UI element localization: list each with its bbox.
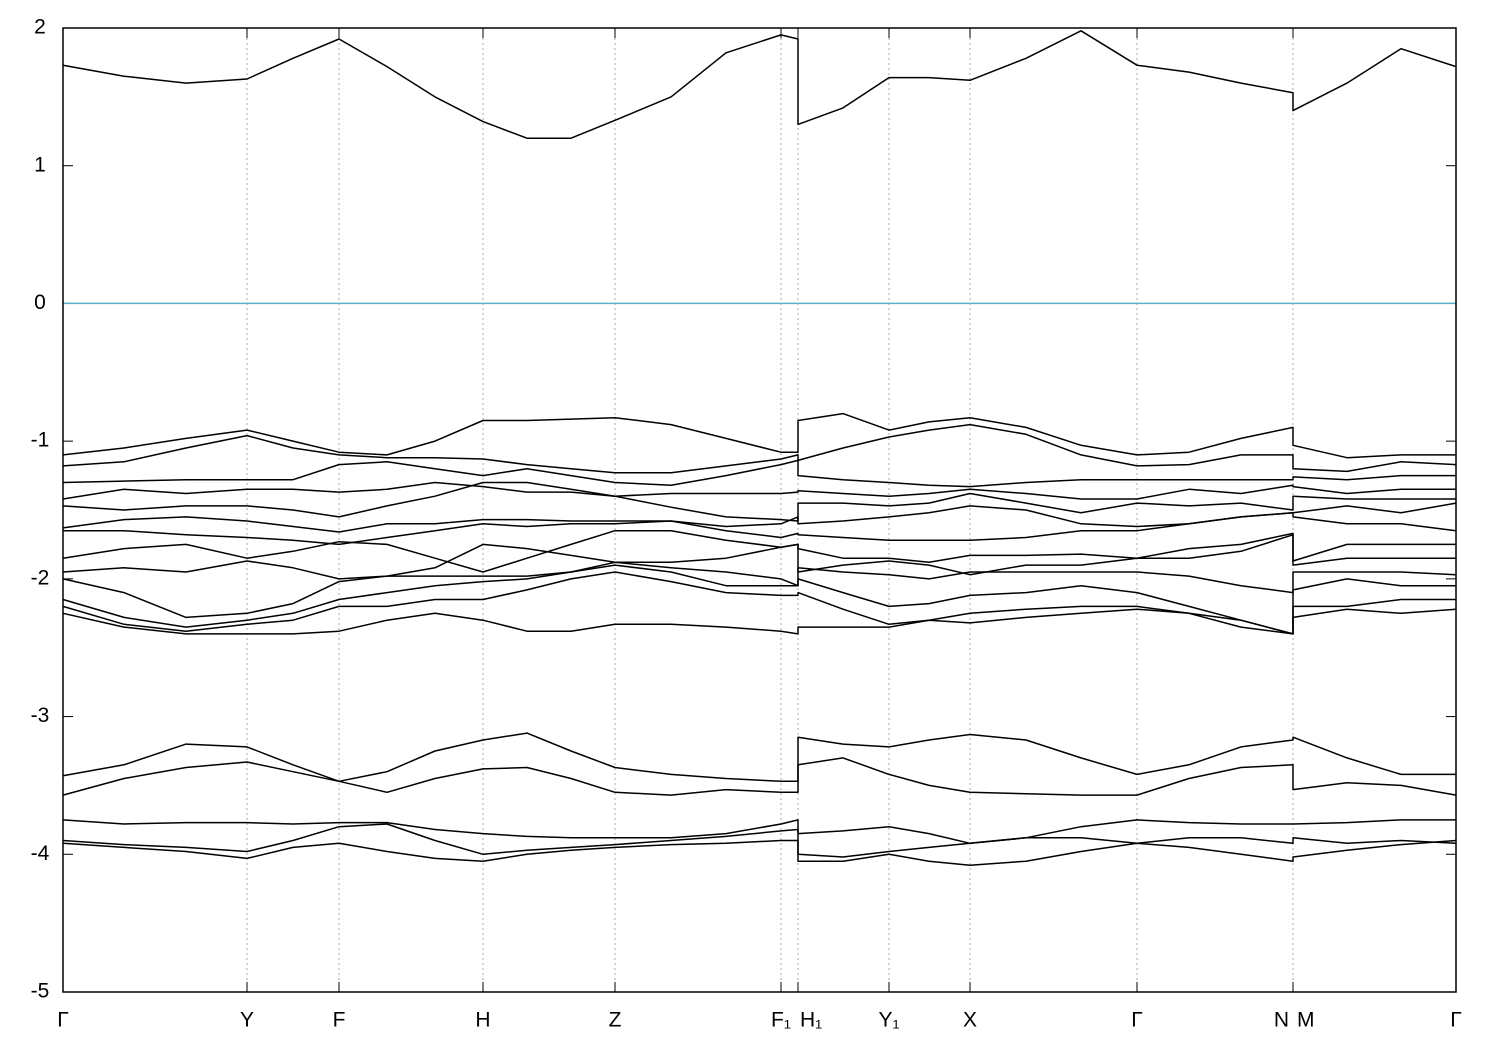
band-line	[62, 823, 1457, 858]
band-line	[62, 459, 1456, 488]
x-tick-label: F	[333, 1009, 346, 1032]
y-tick-label: -1	[31, 429, 50, 452]
band-line	[62, 839, 1457, 867]
x-tick-label: Γ	[1131, 1009, 1143, 1032]
y-tick-label: 1	[34, 153, 46, 176]
x-tick-label: N	[1274, 1009, 1289, 1032]
y-tick-label: -5	[31, 980, 50, 1003]
y-tick-label: 0	[34, 291, 46, 314]
x-tick-label: F₁	[771, 1009, 791, 1032]
y-tick-label: -4	[31, 842, 50, 865]
x-tick-label: H₁	[800, 1009, 822, 1032]
x-tick-label: X	[963, 1009, 977, 1032]
band-line	[63, 512, 1457, 546]
y-tick-label: -2	[31, 566, 50, 589]
x-tick-label: M	[1297, 1009, 1315, 1032]
x-tick-label: Y	[240, 1009, 254, 1032]
band-line	[62, 819, 1456, 845]
band-line	[62, 423, 1457, 474]
x-tick-label: Γ	[57, 1009, 69, 1032]
x-tick-label: Γ	[1450, 1009, 1462, 1032]
band-line	[62, 412, 1456, 459]
x-tick-label: Z	[609, 1009, 622, 1032]
band-line	[62, 571, 1456, 635]
x-tick-label: H	[475, 1009, 490, 1032]
y-tick-label: 2	[34, 16, 46, 39]
band-line	[62, 481, 1456, 500]
band-line	[62, 534, 1456, 580]
x-tick-label: Y₁	[878, 1009, 899, 1032]
plot-frame	[62, 27, 1457, 993]
band-line	[62, 757, 1457, 796]
band-line	[62, 608, 1457, 635]
y-tick-label: -3	[31, 704, 50, 727]
band-line	[62, 30, 1457, 139]
